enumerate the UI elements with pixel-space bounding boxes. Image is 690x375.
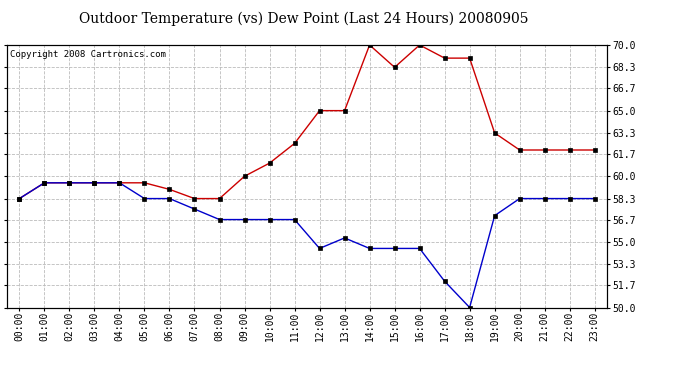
Text: Outdoor Temperature (vs) Dew Point (Last 24 Hours) 20080905: Outdoor Temperature (vs) Dew Point (Last… xyxy=(79,11,529,26)
Text: Copyright 2008 Cartronics.com: Copyright 2008 Cartronics.com xyxy=(10,50,166,59)
